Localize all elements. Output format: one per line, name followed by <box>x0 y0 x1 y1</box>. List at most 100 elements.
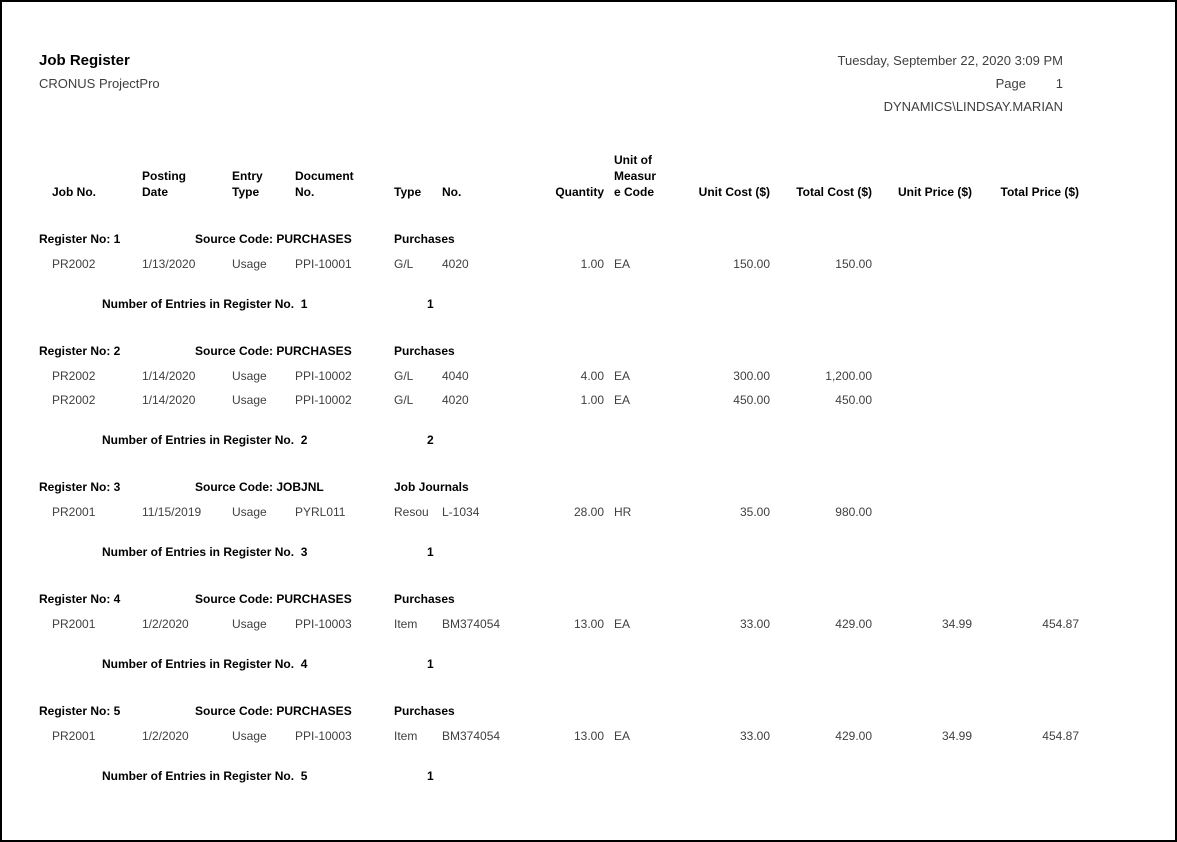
source-name: Purchases <box>394 232 455 246</box>
cell-job-no: PR2001 <box>52 505 96 519</box>
cell-uom: EA <box>614 729 631 743</box>
cell-entry-type: Usage <box>232 393 267 407</box>
cell-type: Resou <box>394 505 429 519</box>
cell-job-no: PR2002 <box>52 257 96 271</box>
page-indicator: Page 1 <box>838 76 1063 99</box>
register-section-2: Register No: 2 Source Code: PURCHASES Pu… <box>39 343 1080 448</box>
cell-no: BM374054 <box>442 617 501 631</box>
cell-type: G/L <box>394 257 414 271</box>
register-section-4: Register No: 4 Source Code: PURCHASES Pu… <box>39 591 1080 672</box>
cell-type: G/L <box>394 393 414 407</box>
cell-total-price <box>972 256 1079 272</box>
column-header-entry-type-line1: Entry <box>232 169 263 183</box>
cell-total-cost: 1,200.00 <box>825 369 872 383</box>
cell-entry-type: Usage <box>232 505 267 519</box>
cell-posting-date: 1/2/2020 <box>142 617 189 631</box>
cell-uom: EA <box>614 369 631 383</box>
column-header-uom-line3: e Code <box>614 185 655 199</box>
table-row: PR2002 1/14/2020 Usage PPI-10002 G/L 402… <box>39 392 1080 408</box>
column-header-no: No. <box>442 185 462 199</box>
entries-count: 1 <box>427 657 434 671</box>
column-header-posting-date-line2: Date <box>142 185 169 199</box>
cell-total-price <box>972 504 1079 520</box>
cell-job-no: PR2002 <box>52 393 96 407</box>
register-label: Register No: 2 <box>39 344 121 358</box>
user-name: DYNAMICS\LINDSAY.MARIAN <box>883 99 1063 114</box>
cell-total-price <box>972 368 1079 384</box>
register-label: Register No: 5 <box>39 704 121 718</box>
cell-unit-price <box>872 256 972 272</box>
column-header-document-no: Document No. <box>295 168 394 200</box>
cell-unit-cost: 150.00 <box>733 257 770 271</box>
cell-entry-type: Usage <box>232 617 267 631</box>
cell-document-no: PYRL011 <box>295 505 346 519</box>
cell-entry-type: Usage <box>232 369 267 383</box>
source-name: Purchases <box>394 704 455 718</box>
column-header-total-price: Total Price ($) <box>1000 185 1079 199</box>
cell-document-no: PPI-10003 <box>295 617 352 631</box>
cell-unit-cost: 300.00 <box>733 369 770 383</box>
source-code-label: Source Code: JOBJNL <box>195 480 324 494</box>
cell-job-no: PR2002 <box>52 369 96 383</box>
source-code-label: Source Code: PURCHASES <box>195 232 352 246</box>
cell-quantity: 1.00 <box>580 257 604 271</box>
cell-unit-cost: 33.00 <box>739 617 770 631</box>
register-header: Register No: 5 Source Code: PURCHASES Pu… <box>39 703 1080 719</box>
entries-label: Number of Entries in Register No. 4 <box>102 657 308 671</box>
column-header-unit-cost: Unit Cost ($) <box>698 185 770 199</box>
register-section-5: Register No: 5 Source Code: PURCHASES Pu… <box>39 703 1080 784</box>
column-header-entry-type-line2: Type <box>232 185 260 199</box>
cell-unit-cost: 450.00 <box>733 393 770 407</box>
cell-total-price: 454.87 <box>1042 617 1079 631</box>
column-header-document-no-line2: No. <box>295 185 315 199</box>
entries-summary: Number of Entries in Register No. 2 2 <box>39 432 1080 448</box>
source-code-label: Source Code: PURCHASES <box>195 704 352 718</box>
table-row: PR2001 1/2/2020 Usage PPI-10003 Item BM3… <box>39 728 1080 744</box>
cell-no: BM374054 <box>442 729 501 743</box>
register-section-1: Register No: 1 Source Code: PURCHASES Pu… <box>39 231 1080 312</box>
register-header: Register No: 3 Source Code: JOBJNL Job J… <box>39 479 1080 495</box>
entries-summary: Number of Entries in Register No. 5 1 <box>39 768 1080 784</box>
column-header-entry-type: Entry Type <box>232 168 295 200</box>
cell-posting-date: 11/15/2019 <box>142 505 202 519</box>
entries-count: 1 <box>427 297 434 311</box>
register-header: Register No: 2 Source Code: PURCHASES Pu… <box>39 343 1080 359</box>
cell-total-cost: 450.00 <box>835 393 872 407</box>
cell-quantity: 28.00 <box>573 505 604 519</box>
cell-unit-price: 34.99 <box>941 617 972 631</box>
cell-total-cost: 150.00 <box>835 257 872 271</box>
cell-uom: EA <box>614 257 631 271</box>
source-code-label: Source Code: PURCHASES <box>195 592 352 606</box>
column-header-uom-line1: Unit of <box>614 153 652 167</box>
entries-label: Number of Entries in Register No. 2 <box>102 433 308 447</box>
column-header-uom: Unit of Measur e Code <box>604 152 669 200</box>
column-header-type: Type <box>394 185 422 199</box>
cell-entry-type: Usage <box>232 257 267 271</box>
cell-type: Item <box>394 729 418 743</box>
source-name: Purchases <box>394 592 455 606</box>
cell-no: 4020 <box>442 393 469 407</box>
cell-posting-date: 1/14/2020 <box>142 393 196 407</box>
register-header: Register No: 4 Source Code: PURCHASES Pu… <box>39 591 1080 607</box>
register-header: Register No: 1 Source Code: PURCHASES Pu… <box>39 231 1080 247</box>
table-row: PR2002 1/14/2020 Usage PPI-10002 G/L 404… <box>39 368 1080 384</box>
column-header-unit-price: Unit Price ($) <box>897 185 972 199</box>
cell-job-no: PR2001 <box>52 617 96 631</box>
column-header-job-no: Job No. <box>52 185 96 199</box>
register-label: Register No: 1 <box>39 232 121 246</box>
cell-unit-price: 34.99 <box>941 729 972 743</box>
cell-uom: HR <box>614 505 632 519</box>
cell-no: 4020 <box>442 257 469 271</box>
register-label: Register No: 4 <box>39 592 121 606</box>
column-header-posting-date: Posting Date <box>142 168 232 200</box>
cell-total-cost: 429.00 <box>835 729 872 743</box>
report-body: Job No. Posting Date Entry Type Document… <box>39 152 1080 784</box>
cell-total-cost: 980.00 <box>835 505 872 519</box>
cell-uom: EA <box>614 617 631 631</box>
column-header-uom-line2: Measur <box>614 169 657 183</box>
cell-unit-price <box>872 504 972 520</box>
cell-total-price <box>972 392 1079 408</box>
table-row: PR2001 1/2/2020 Usage PPI-10003 Item BM3… <box>39 616 1080 632</box>
cell-document-no: PPI-10001 <box>295 257 352 271</box>
